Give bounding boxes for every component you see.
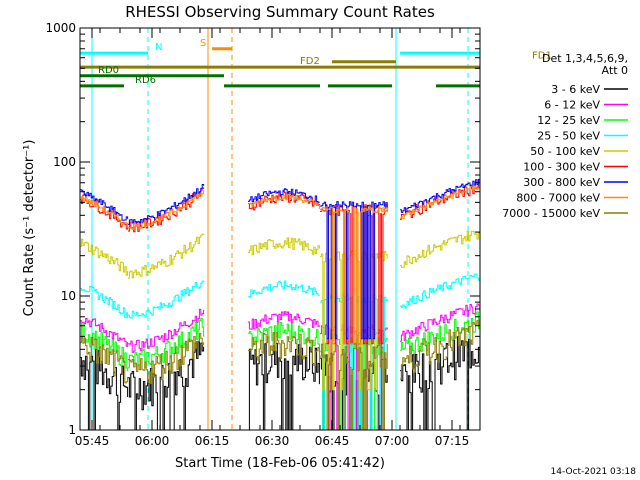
plot-area: N S FD1 FD2 RD0 RD6 [80, 28, 552, 431]
series-line [248, 342, 320, 431]
series-line [128, 317, 205, 369]
series-line [80, 321, 129, 372]
legend-header: Det 1,3,4,5,6,9, [542, 52, 628, 65]
series-line [128, 333, 205, 385]
series-line [400, 319, 481, 380]
series-line [400, 336, 481, 431]
legend-entry-label: 100 - 300 keV [523, 161, 600, 174]
flag-bar-label: S [200, 38, 206, 49]
legend-entry-label: 25 - 50 keV [537, 130, 600, 143]
series-line [320, 201, 388, 340]
x-tick-label: 06:45 [315, 434, 350, 448]
series-line [80, 238, 129, 276]
x-tick-label: 06:30 [255, 434, 290, 448]
y-tick-label: 100 [53, 155, 76, 169]
series-line [400, 303, 481, 342]
series-line [80, 196, 129, 228]
series-line [128, 233, 205, 279]
series-line [80, 318, 129, 347]
series-line [80, 285, 129, 319]
flag-bar-label: RD0 [98, 65, 119, 76]
flag-bar-label: FD2 [300, 56, 320, 67]
series-line [248, 332, 320, 366]
legend-entry-label: 800 - 7000 keV [516, 192, 600, 205]
x-tick-label: 06:00 [135, 434, 170, 448]
series-line [80, 337, 129, 384]
series-line [400, 311, 481, 355]
y-axis-label: Count Rate (s⁻¹ detector⁻¹) [22, 140, 37, 317]
series-line [320, 342, 388, 431]
series-line [320, 206, 388, 345]
legend-entry-label: 6 - 12 keV [544, 99, 600, 112]
x-axis-label: Start Time (18-Feb-06 05:41:42) [175, 456, 385, 471]
series-line [400, 178, 481, 213]
chart-title: RHESSI Observing Summary Count Rates [125, 3, 435, 21]
series-line [400, 185, 481, 219]
series-line [248, 188, 320, 203]
series-line [80, 189, 129, 221]
y-tick-label: 10 [61, 289, 76, 303]
legend: Det 1,3,4,5,6,9,Att 03 - 6 keV 6 - 12 keV… [502, 52, 628, 220]
axes: 1 10 100 1000 05:45 06:00 06:15 06:30 06:45 07:00… [45, 21, 481, 448]
flag-bar-label: FD1 [532, 51, 552, 62]
x-tick-label: 06:15 [195, 434, 230, 448]
y-tick-label: 1000 [45, 21, 76, 35]
legend-entry-label: 3 - 6 keV [551, 83, 600, 96]
series-line [128, 190, 205, 230]
series-line [248, 311, 320, 330]
series-line [128, 308, 205, 353]
series-line [400, 230, 481, 268]
series-line [128, 341, 205, 431]
x-tick-label: 07:15 [435, 434, 470, 448]
x-tick-label: 05:45 [75, 434, 110, 448]
series-line [248, 280, 320, 298]
x-tick-label: 07:00 [375, 434, 410, 448]
legend-header: Att 0 [602, 64, 628, 77]
legend-entry-label: 12 - 25 keV [537, 114, 600, 127]
legend-entry-label: 300 - 800 keV [523, 176, 600, 189]
series-line [80, 349, 129, 431]
series-line [128, 184, 205, 225]
legend-entry-label: 7000 - 15000 keV [502, 207, 600, 220]
series-line [400, 273, 481, 309]
legend-entry-label: 50 - 100 keV [530, 145, 600, 158]
series-line [248, 322, 320, 349]
series-line [248, 194, 320, 209]
series-line [128, 280, 205, 319]
y-tick-label: 1 [68, 423, 76, 437]
flag-bar-label: RD6 [135, 75, 156, 86]
flag-bar-label: N [155, 42, 162, 53]
footer-timestamp: 14-Oct-2021 03:18 [551, 467, 637, 477]
series-line [248, 237, 320, 256]
